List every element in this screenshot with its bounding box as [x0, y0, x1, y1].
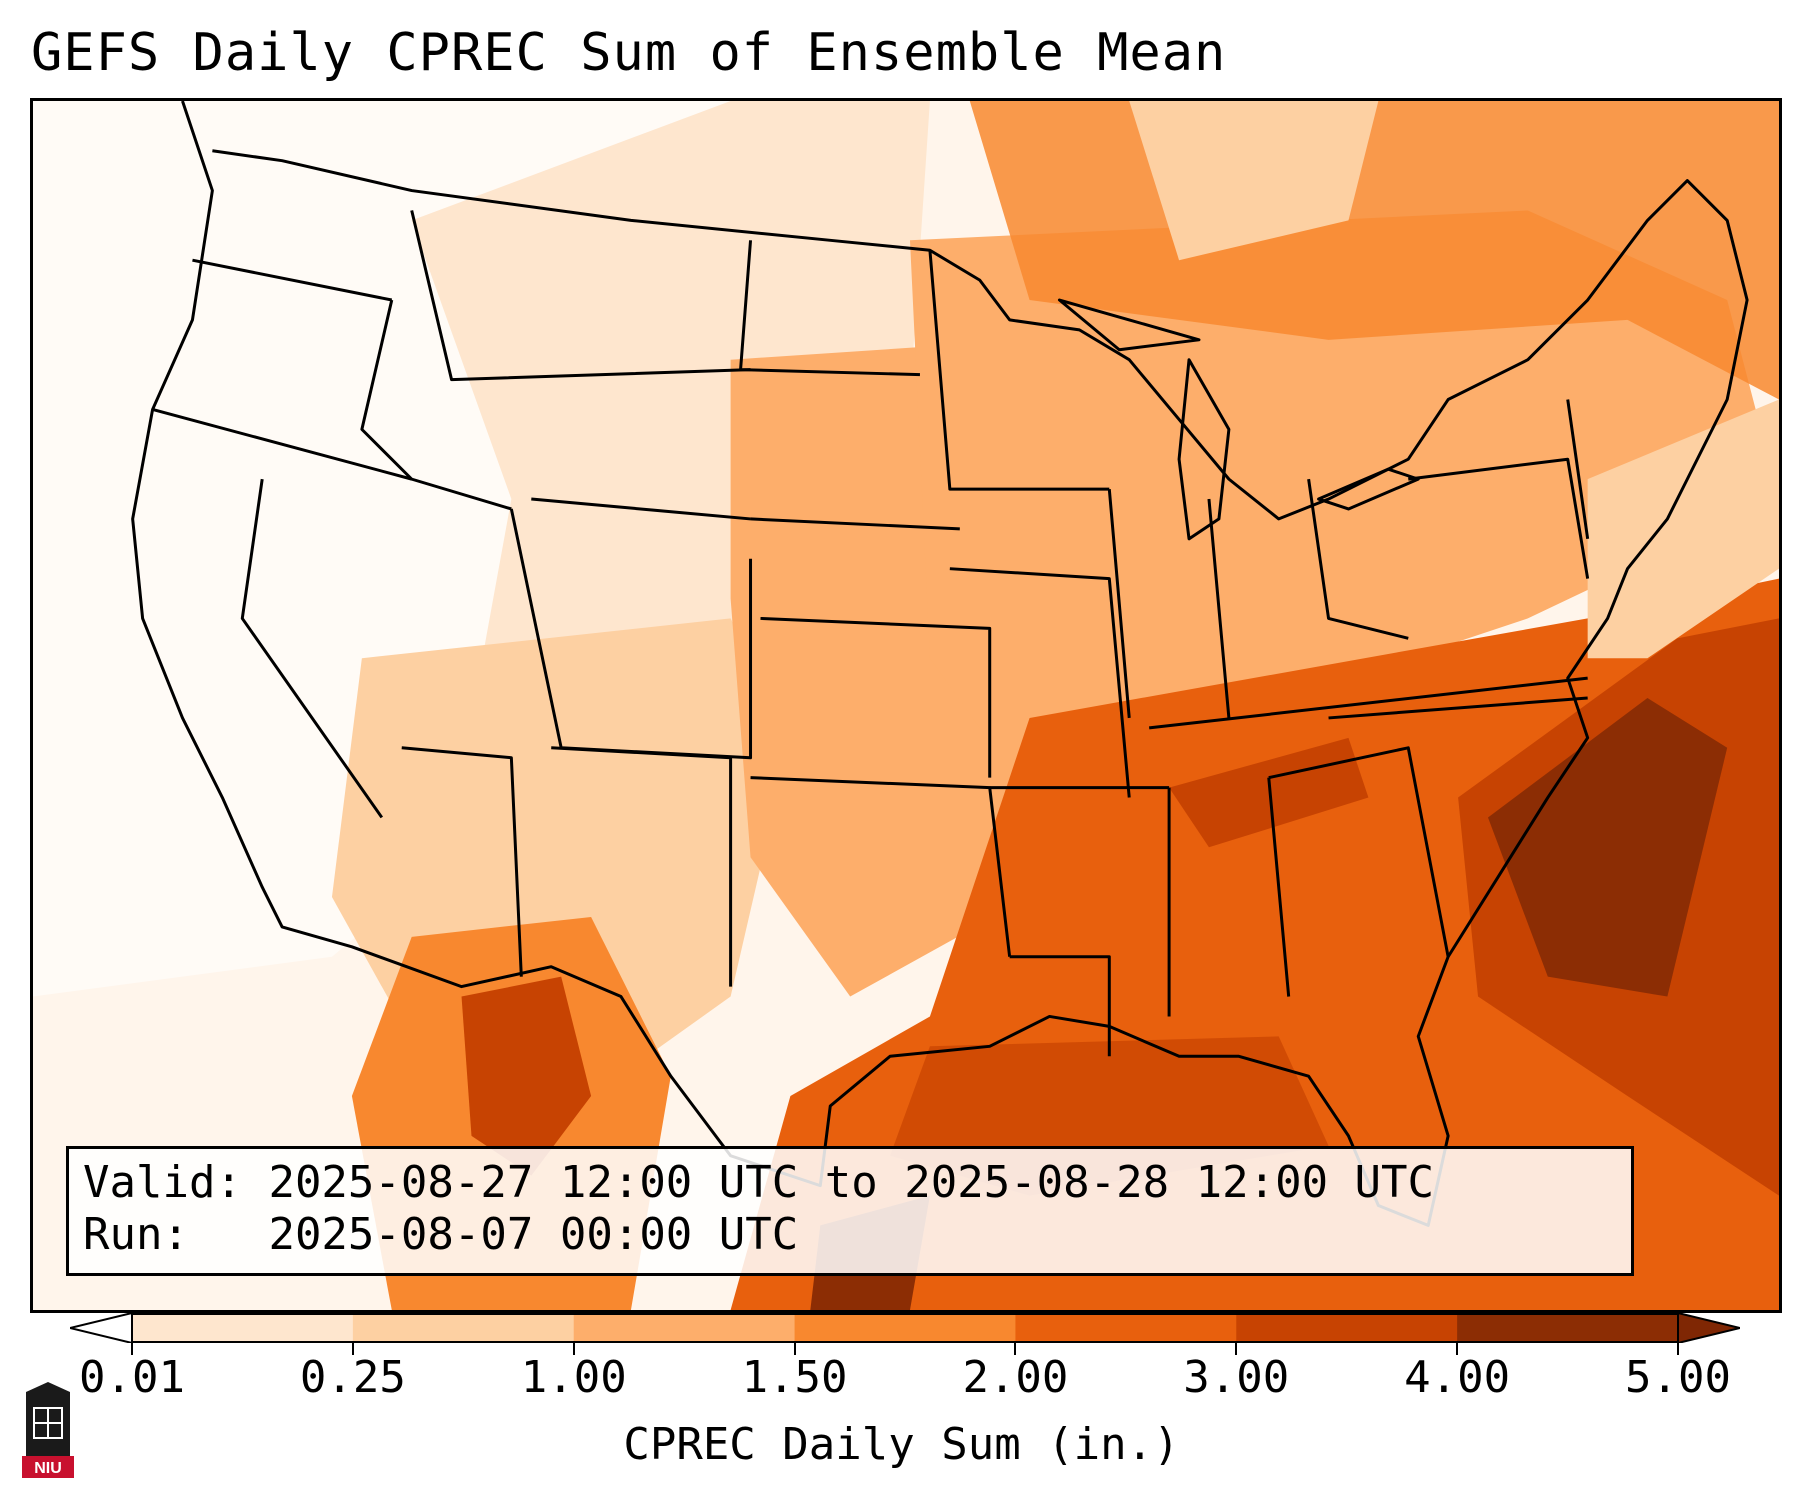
- precipitation-map: [30, 98, 1782, 1313]
- run-line: Run: 2025-08-07 00:00 UTC: [83, 1209, 1631, 1261]
- logo-text: NIU: [34, 1460, 62, 1477]
- colorbar-segment: [794, 1313, 1016, 1343]
- border-al-ga: [1268, 746, 1450, 958]
- border-ar-la: [1009, 955, 1111, 1057]
- border-ny-ne: [1566, 399, 1590, 540]
- border-wa-or: [192, 258, 393, 302]
- precip-zone-canada-light: [1129, 101, 1379, 261]
- lake-superior: [1057, 298, 1201, 352]
- state-boundaries: [131, 101, 1749, 1227]
- border-wy-co: [531, 497, 751, 521]
- colorbar-under-arrow: [70, 1313, 133, 1343]
- border-nm-tx: [551, 746, 733, 987]
- info-box: Valid: 2025-08-27 12:00 UTC to 2025-08-2…: [66, 1146, 1634, 1276]
- colorbar-tick-mark: [1677, 1343, 1679, 1355]
- precip-zone-mexico-core: [461, 976, 592, 1176]
- colorbar-label: CPREC Daily Sum (in.): [623, 1419, 1180, 1470]
- colorbar-tick-mark: [1456, 1343, 1459, 1355]
- border-or-ca: [152, 408, 413, 481]
- map-svg: [33, 101, 1779, 1310]
- colorbar-tick-label: 1.00: [520, 1352, 627, 1403]
- colorbar-segment: [352, 1313, 575, 1343]
- border-va-nc: [1328, 696, 1588, 720]
- border-mt-wy: [410, 210, 751, 382]
- logo-banner: [22, 1456, 74, 1478]
- border-nd-sd: [739, 240, 920, 377]
- colorbar-tick-mark: [351, 1343, 354, 1355]
- colorbar-segment: [1236, 1313, 1458, 1343]
- logo-roof: [26, 1382, 70, 1392]
- border-ks-ok: [760, 616, 992, 778]
- colorbar-tick-label: 4.00: [1404, 1352, 1511, 1403]
- colorbar-tick-label: 2.00: [962, 1352, 1069, 1403]
- colorbar-segment: [1015, 1313, 1237, 1343]
- run-label: Run:: [83, 1209, 189, 1260]
- border-ne-ks: [750, 517, 960, 531]
- border-il-in: [1107, 488, 1231, 719]
- border-ms-al: [1167, 777, 1291, 1017]
- border-id: [360, 299, 512, 511]
- lake-erie: [1317, 467, 1420, 511]
- border-pa-ny: [1408, 457, 1590, 579]
- niu-logo-icon: NIU: [22, 1382, 74, 1478]
- colorbar-tick-label: 5.00: [1625, 1352, 1731, 1403]
- border-ia-mo: [949, 567, 1131, 798]
- border-mn-ia: [928, 250, 1110, 491]
- colorbar-border: [131, 1313, 1679, 1343]
- colorbar-tick-label: 0.25: [299, 1352, 406, 1403]
- chart-title: GEFS Daily CPREC Sum of Ensemble Mean: [31, 23, 1227, 83]
- colorbar-segment: [573, 1313, 796, 1343]
- colorbar-tick-label: 1.50: [741, 1352, 848, 1403]
- valid-value: 2025-08-27 12:00 UTC to 2025-08-28 12:00…: [268, 1157, 1435, 1208]
- precip-zone-ne-coast-light: [1587, 399, 1779, 659]
- colorbar-tick-mark: [572, 1343, 575, 1355]
- colorbar-over-arrow: [1677, 1313, 1740, 1343]
- colorbar-tick-mark: [793, 1343, 796, 1355]
- lake-michigan: [1177, 358, 1231, 541]
- colorbar-tick-mark: [131, 1343, 133, 1355]
- colorbar-segment: [1457, 1313, 1679, 1343]
- valid-label: Valid:: [83, 1157, 242, 1208]
- border-az-nm: [401, 746, 523, 977]
- border-nv-ca: [240, 478, 384, 819]
- colorbar-tick-label: 0.01: [79, 1352, 185, 1403]
- colorbar: [70, 1313, 1740, 1343]
- colorbar-tick-label: 3.00: [1183, 1352, 1290, 1403]
- valid-line: Valid: 2025-08-27 12:00 UTC to 2025-08-2…: [83, 1157, 1631, 1209]
- run-value: 2025-08-07 00:00 UTC: [268, 1209, 799, 1260]
- border-tn-ky: [1148, 676, 1588, 730]
- precip-zone-atlantic-core: [1488, 698, 1728, 997]
- colorbar-tick-mark: [1014, 1343, 1017, 1355]
- border-oh-pa: [1307, 478, 1409, 640]
- colorbar-segment: [132, 1313, 354, 1343]
- colorbar-tick-mark: [1235, 1343, 1238, 1355]
- us-outline: [131, 101, 1749, 1227]
